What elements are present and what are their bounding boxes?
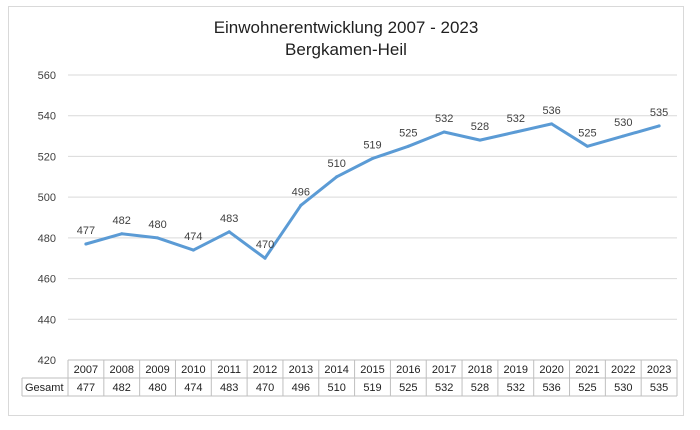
table-value: 474 — [184, 382, 202, 394]
table-value: 536 — [542, 382, 560, 394]
data-point — [191, 248, 195, 252]
data-label: 496 — [292, 186, 310, 198]
data-label: 510 — [327, 158, 345, 170]
data-table: Gesamt 2007 477 2008 482 2009 480 2010 474 2011 48… — [21, 359, 678, 397]
x-tick-label: 2020 — [539, 364, 563, 376]
table-value: 470 — [256, 382, 274, 394]
table-value: 510 — [327, 382, 345, 394]
table-value: 535 — [650, 382, 668, 394]
x-tick-label: 2023 — [647, 364, 671, 376]
data-label: 483 — [220, 213, 238, 225]
y-tick-label: 560 — [38, 70, 56, 82]
data-point — [156, 236, 160, 240]
y-tick-label: 520 — [38, 151, 56, 163]
chart-title: Einwohnerentwicklung 2007 - 2023 — [214, 18, 479, 37]
y-tick-label: 440 — [38, 314, 56, 326]
table-row-label: Gesamt — [25, 382, 64, 394]
x-tick-label: 2011 — [217, 364, 241, 376]
x-tick-label: 2019 — [504, 364, 528, 376]
data-point — [335, 175, 339, 179]
x-tick-label: 2008 — [109, 364, 133, 376]
y-tick-label: 420 — [38, 355, 56, 367]
x-tick-label: 2017 — [432, 364, 456, 376]
data-label: 532 — [507, 113, 525, 125]
data-point — [120, 232, 124, 236]
x-tick-label: 2015 — [360, 364, 384, 376]
data-point — [406, 144, 410, 148]
table-value: 519 — [363, 382, 381, 394]
table-value: 525 — [399, 382, 417, 394]
x-tick-label: 2014 — [324, 364, 348, 376]
x-tick-label: 2012 — [253, 364, 277, 376]
table-value: 532 — [435, 382, 453, 394]
table-value: 528 — [471, 382, 489, 394]
data-point — [227, 230, 231, 234]
y-tick-label: 500 — [38, 192, 56, 204]
table-value: 477 — [77, 382, 95, 394]
data-label: 525 — [399, 127, 417, 139]
x-tick-label: 2022 — [611, 364, 635, 376]
table-value: 496 — [292, 382, 310, 394]
data-point — [299, 203, 303, 207]
data-label: 477 — [77, 225, 95, 237]
data-point — [263, 256, 267, 260]
table-value: 482 — [113, 382, 131, 394]
data-point — [621, 134, 625, 138]
gridlines — [68, 74, 677, 361]
table-value: 483 — [220, 382, 238, 394]
data-label: 536 — [542, 105, 560, 117]
x-tick-label: 2013 — [289, 364, 313, 376]
data-point — [550, 122, 554, 126]
data-label: 519 — [363, 139, 381, 151]
data-point — [478, 138, 482, 142]
x-tick-label: 2018 — [468, 364, 492, 376]
table-value: 525 — [578, 382, 596, 394]
data-point — [442, 130, 446, 134]
table-value: 480 — [148, 382, 166, 394]
data-label: 532 — [435, 113, 453, 125]
y-axis-ticks: 560 540 520 500 480 460 440 420 — [38, 70, 56, 367]
data-point — [657, 124, 661, 128]
data-point — [371, 156, 374, 160]
data-point — [514, 130, 518, 134]
data-label: 474 — [184, 231, 202, 243]
data-label: 482 — [113, 215, 131, 227]
chart-subtitle: Bergkamen-Heil — [285, 40, 407, 59]
data-label: 525 — [578, 127, 596, 139]
data-label: 535 — [650, 107, 668, 119]
data-labels: 477 482 480 474 483 470 496 510 519 525 532 528 532 5… — [77, 105, 668, 260]
y-tick-label: 540 — [38, 111, 56, 123]
data-label: 528 — [471, 121, 489, 133]
table-value: 532 — [507, 382, 525, 394]
data-point — [84, 242, 88, 246]
x-tick-label: 2009 — [145, 364, 169, 376]
y-tick-label: 460 — [38, 274, 56, 286]
data-label: 470 — [256, 239, 274, 251]
x-tick-label: 2021 — [575, 364, 599, 376]
table-value: 530 — [614, 382, 632, 394]
x-tick-label: 2010 — [181, 364, 205, 376]
data-point — [585, 144, 589, 148]
chart-frame — [8, 6, 684, 416]
x-tick-label: 2016 — [396, 364, 420, 376]
y-tick-label: 480 — [38, 233, 56, 245]
data-label: 530 — [614, 117, 632, 129]
x-tick-label: 2007 — [74, 364, 98, 376]
data-label: 480 — [148, 219, 166, 231]
